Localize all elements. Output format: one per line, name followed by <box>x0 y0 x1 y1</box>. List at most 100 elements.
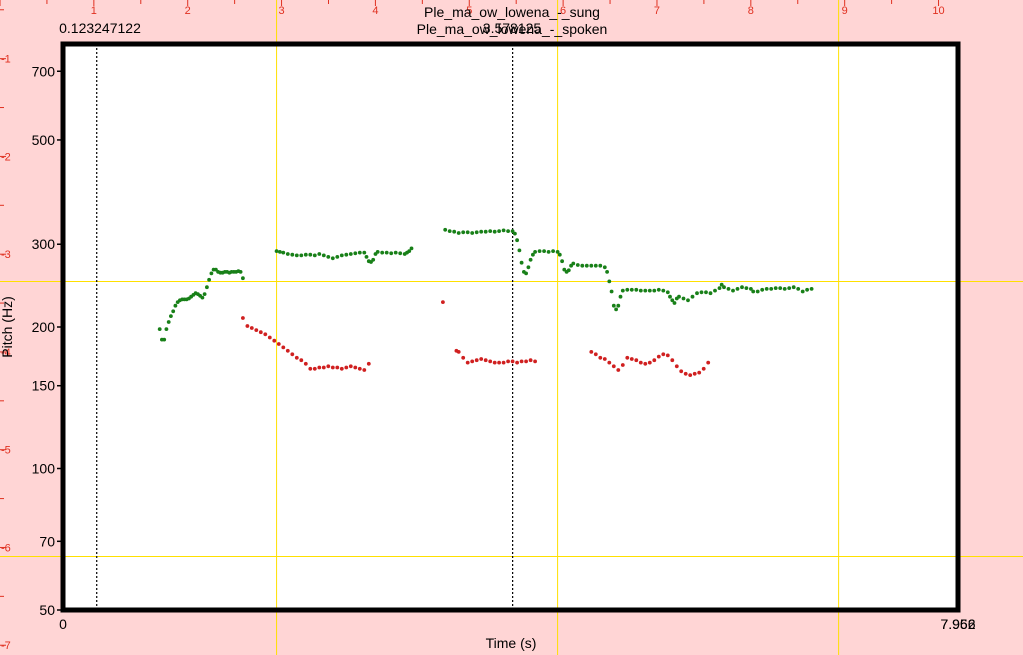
data-point <box>800 289 805 294</box>
data-point <box>683 371 688 376</box>
data-point <box>531 252 535 257</box>
data-point <box>200 295 205 300</box>
data-point <box>249 326 254 330</box>
x-axis-label: Time (s) <box>486 635 537 651</box>
data-point <box>497 360 501 365</box>
data-point <box>681 296 686 301</box>
top-ruler-tick-label: 1 <box>91 5 97 17</box>
data-point <box>760 287 765 292</box>
data-point <box>330 256 335 261</box>
left-ruler-tick-label: -1 <box>1 54 11 66</box>
data-point <box>456 350 461 354</box>
data-point <box>389 251 394 256</box>
y-axis-tick-label: 70 <box>39 533 55 549</box>
data-point <box>638 360 643 365</box>
data-point <box>526 265 531 270</box>
data-point <box>510 359 515 364</box>
y-axis-tick-label: 50 <box>39 602 55 618</box>
data-point <box>245 324 250 328</box>
data-point <box>731 288 735 293</box>
data-point <box>674 364 679 369</box>
data-point <box>157 327 162 331</box>
chart-title-spoken: Ple_ma_ow_lowena_-_spoken <box>417 21 608 37</box>
data-point <box>344 252 349 257</box>
data-point <box>791 285 796 290</box>
data-point <box>609 289 614 294</box>
data-point <box>393 250 398 255</box>
top-ruler-tick-label: 9 <box>842 5 848 17</box>
data-point <box>364 255 369 259</box>
data-point <box>661 352 666 357</box>
data-point <box>465 230 470 235</box>
data-point <box>647 360 652 365</box>
data-point <box>602 357 607 361</box>
data-point <box>474 230 479 235</box>
top-ruler: 1 2 3 4 5 6 7 8 9 10 <box>0 0 945 17</box>
data-point <box>308 252 313 257</box>
data-point <box>339 366 344 371</box>
data-point <box>274 249 279 254</box>
data-point <box>722 285 726 290</box>
data-point <box>598 263 603 268</box>
cursor-time-label-right: 3.578125 <box>483 20 542 36</box>
data-point <box>656 287 661 292</box>
data-point <box>805 287 809 292</box>
data-point <box>371 257 376 262</box>
data-point <box>506 359 510 364</box>
data-point <box>688 373 693 377</box>
data-point <box>571 261 576 266</box>
data-point <box>488 229 493 234</box>
data-point <box>629 287 634 292</box>
data-point <box>769 287 774 291</box>
data-point <box>479 229 484 234</box>
data-point <box>796 287 801 291</box>
data-point <box>241 316 245 320</box>
y-axis-tick-label: 100 <box>32 461 56 477</box>
data-point <box>593 263 598 268</box>
top-ruler-tick-label: 5 <box>466 5 472 17</box>
data-point <box>513 231 517 236</box>
data-point <box>665 353 670 358</box>
x-axis-end-label-1: 7.962 <box>940 616 975 632</box>
data-point <box>607 360 612 365</box>
data-point <box>782 287 787 291</box>
data-point <box>690 294 695 299</box>
data-point <box>656 354 661 359</box>
data-point <box>348 364 353 369</box>
data-point <box>704 290 708 295</box>
data-point <box>778 286 783 290</box>
data-point <box>584 263 589 268</box>
data-point <box>254 328 259 332</box>
data-point <box>465 360 470 365</box>
data-point <box>665 290 670 295</box>
x-axis-start-label: 0 <box>59 616 67 632</box>
data-point <box>303 361 308 366</box>
data-point <box>267 335 272 340</box>
data-point <box>452 229 457 234</box>
left-ruler-tick-label: -5 <box>1 445 11 457</box>
data-point <box>557 252 562 257</box>
data-point <box>326 364 331 369</box>
data-point <box>335 255 340 259</box>
data-point <box>528 358 533 363</box>
data-point <box>456 231 461 235</box>
data-point <box>593 352 598 357</box>
data-point <box>555 250 560 254</box>
data-point <box>492 360 497 365</box>
data-point <box>735 287 740 291</box>
data-point <box>171 309 176 314</box>
data-point <box>380 250 385 255</box>
data-point <box>321 253 326 258</box>
data-point <box>312 253 317 258</box>
data-point <box>497 229 501 234</box>
data-point <box>299 358 304 363</box>
data-point <box>366 361 371 366</box>
data-point <box>407 249 412 254</box>
data-point <box>625 287 630 292</box>
data-point <box>479 357 484 361</box>
data-point <box>241 276 245 281</box>
data-point <box>506 229 510 234</box>
data-point <box>616 303 621 308</box>
data-point <box>443 227 448 232</box>
data-point <box>611 303 616 308</box>
